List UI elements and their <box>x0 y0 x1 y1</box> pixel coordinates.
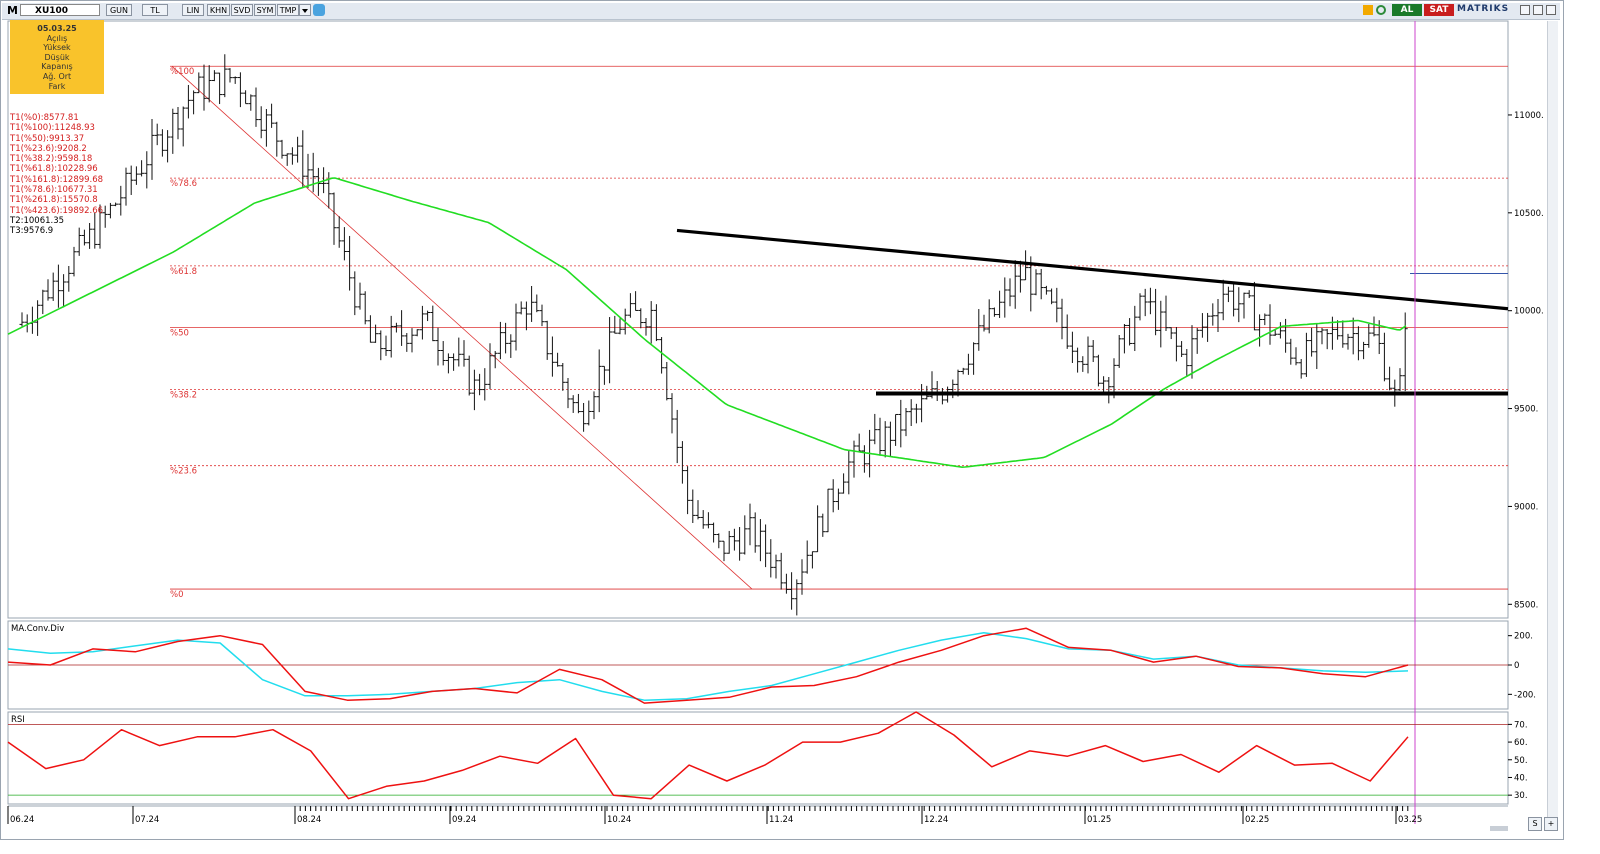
info-open-label: Açılış <box>46 33 68 43</box>
scale-icon[interactable]: S <box>1528 817 1542 831</box>
twitter-icon[interactable] <box>313 4 325 16</box>
panel-border <box>7 20 1509 619</box>
macd-panel-title: MA.Conv.Div <box>11 624 64 634</box>
fib-level-label: %78.6 <box>170 179 197 189</box>
x-tick-label: 12.24 <box>924 815 948 825</box>
resistance-trendline <box>676 228 1509 311</box>
macd-y-tick-label: -200. <box>1514 690 1536 700</box>
fib-level-label: %100 <box>170 67 194 77</box>
fib-level-label: %61.8 <box>170 267 197 277</box>
fibonacci-values-list: T1(%0):8577.81 T1(%100):11248.93 T1(%50):9… <box>10 113 103 237</box>
x-tick-label: 02.25 <box>1245 815 1269 825</box>
fibo-value: T1(%100):11248.93 <box>10 123 95 134</box>
chart-window <box>0 0 1564 840</box>
info-high-label: Yüksek <box>43 43 71 53</box>
x-tick-label: 07.24 <box>135 815 159 825</box>
x-tick-label: 09.24 <box>452 815 476 825</box>
info-change-label: Fark <box>48 81 66 91</box>
x-tick-label: 03.25 <box>1398 815 1422 825</box>
rsi-y-tick-label: 30. <box>1514 791 1528 801</box>
menu-button[interactable]: M <box>7 4 18 17</box>
fibo-value: T1(%38.2):9598.18 <box>10 154 93 165</box>
khn-button[interactable]: KHN <box>207 4 230 16</box>
currency-button[interactable]: TL <box>142 4 168 16</box>
y-tick-label: 8500. <box>1514 600 1538 610</box>
y-tick-label: 10500. <box>1514 209 1544 219</box>
fibo-value: T1(%23.6):9208.2 <box>10 143 87 154</box>
rsi-panel-title: RSI <box>11 715 25 725</box>
macd-y-tick-label: 0 <box>1514 661 1519 671</box>
symbol-selector[interactable]: XU100 <box>20 4 100 16</box>
y-tick-label: 9500. <box>1514 405 1538 415</box>
x-tick-label: 06.24 <box>10 815 34 825</box>
macd-line <box>7 627 1409 704</box>
y-tick-label: 9000. <box>1514 502 1538 512</box>
info-date: 05.03.25 <box>37 24 77 33</box>
dropdown-arrow-icon[interactable] <box>299 4 311 16</box>
fibo-value: T1(%61.8):10228.96 <box>10 164 98 175</box>
price-bars <box>19 54 1408 616</box>
vertical-scrollbar[interactable] <box>1547 21 1558 831</box>
rsi-y-tick-label: 40. <box>1514 773 1528 783</box>
x-tick-label: 10.24 <box>607 815 631 825</box>
fibo-value: T1(%78.6):10677.31 <box>10 185 98 196</box>
fibo-value: T1(%261.8):15570.8 <box>10 195 98 206</box>
macd-signal-line <box>7 631 1409 701</box>
toolbar: M XU100 GUN TL LIN KHN SVD SYM TMP AL SA… <box>2 3 1560 20</box>
period-button[interactable]: GUN <box>106 4 132 16</box>
panel-border <box>7 711 1509 805</box>
sym-button[interactable]: SYM <box>254 4 276 16</box>
x-tick-label: 08.24 <box>297 815 321 825</box>
x-tick-label: 11.24 <box>769 815 793 825</box>
info-low-label: Düşük <box>44 52 70 62</box>
fib-level-label: %23.6 <box>170 467 197 477</box>
macd-y-tick-label: 200. <box>1514 632 1533 642</box>
info-avg-label: Ağ. Ort <box>42 71 72 81</box>
linear-scale-button[interactable]: LIN <box>182 4 204 16</box>
close-icon[interactable] <box>1546 5 1556 15</box>
rsi-y-tick-label: 50. <box>1514 756 1528 766</box>
fib-level-label: %38.2 <box>170 390 197 400</box>
sell-button[interactable]: SAT <box>1424 4 1454 16</box>
fibo-value: T2:10061.35 <box>10 215 65 226</box>
horizontal-scroll-thumb[interactable] <box>1490 826 1508 831</box>
moving-average-line <box>7 177 1407 469</box>
fib-level-label: %0 <box>170 590 184 600</box>
fibo-value: T1(%161.8):12899.68 <box>10 174 104 185</box>
fib-diagonal-line <box>171 65 753 590</box>
refresh-icon[interactable] <box>1376 5 1386 15</box>
minimize-icon[interactable] <box>1520 5 1530 15</box>
template-button[interactable]: TMP <box>277 4 299 16</box>
buy-button[interactable]: AL <box>1392 4 1422 16</box>
maximize-icon[interactable] <box>1533 5 1543 15</box>
fib-level-label: %50 <box>170 329 189 339</box>
fibo-value: T1(%0):8577.81 <box>10 113 79 123</box>
info-close-label: Kapanış <box>41 62 73 72</box>
zoom-icon[interactable]: + <box>1544 817 1558 831</box>
ohlc-info-box: 05.03.25 Açılış Yüksek Düşük Kapanış Ağ.… <box>10 20 104 94</box>
brand-logo: MATRIKS <box>1457 4 1510 14</box>
y-tick-label: 10000. <box>1514 307 1544 317</box>
rsi-y-tick-label: 60. <box>1514 738 1528 748</box>
fibo-value: T1(%50):9913.37 <box>10 133 85 144</box>
fibo-value: T1(%423.6):19892.66 <box>10 205 104 216</box>
y-tick-label: 11000. <box>1514 111 1544 121</box>
lightning-icon[interactable] <box>1363 5 1373 15</box>
x-tick-label: 01.25 <box>1087 815 1111 825</box>
fibo-value: T3:9576.9 <box>10 226 54 237</box>
rsi-y-tick-label: 70. <box>1514 720 1528 730</box>
svd-button[interactable]: SVD <box>231 4 253 16</box>
chart-canvas[interactable]: %100 %78.6 %61.8 %50 %38.2 %23.6 %0 11000. 10500… <box>0 0 1562 838</box>
rsi-line <box>7 711 1409 800</box>
